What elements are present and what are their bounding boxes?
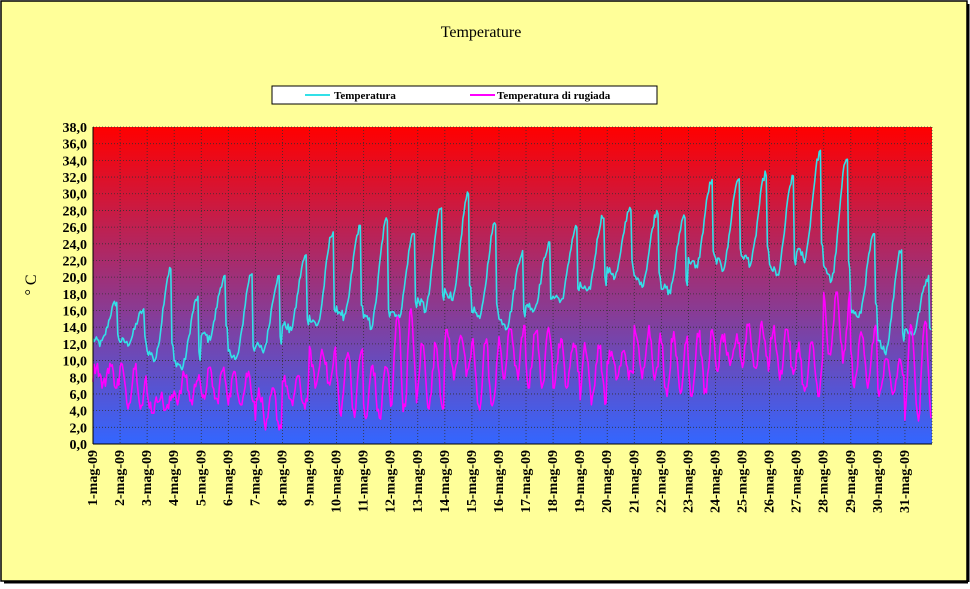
legend-label-temperatura: Temperatura [334,90,396,102]
x-tick-label: 3-mag-09 [140,450,155,506]
x-axis-tick-labels: 1-mag-09 2-mag-09 3-mag-09 4-mag-09 5-mag-09… [86,450,913,513]
x-tick-label: 24-mag-09 [708,450,723,513]
series-line-temperatura [92,149,932,371]
series-line-temperatura-di-rugiada [92,291,932,431]
x-tick-label: 2-mag-09 [113,450,128,506]
x-tick-label: 18-mag-09 [546,450,561,513]
x-tick-label: 22-mag-09 [654,450,669,513]
x-tick-label: 21-mag-09 [627,450,642,513]
y-tick-label: 10,0 [63,355,88,370]
x-tick-label: 16-mag-09 [492,450,507,513]
y-tick-label: 32,0 [63,171,88,186]
x-tick-label: 10-mag-09 [330,450,345,513]
x-tick-label: 6-mag-09 [221,450,236,506]
y-tick-label: 34,0 [63,154,88,169]
x-tick-label: 20-mag-09 [600,450,615,513]
y-tick-label: 20,0 [63,271,88,286]
x-tick-label: 9-mag-09 [303,450,318,506]
x-tick-label: 5-mag-09 [194,450,209,506]
x-tick-label: 23-mag-09 [681,450,696,513]
x-tick-label: 12-mag-09 [384,450,399,513]
legend: Temperatura Temperatura di rugiada [271,85,658,105]
y-tick-label: 28,0 [63,204,88,219]
y-tick-label: 30,0 [63,188,88,203]
x-tick-label: 17-mag-09 [519,450,534,513]
x-tick-label: 25-mag-09 [736,450,751,513]
y-tick-label: 26,0 [63,221,88,236]
x-tick-label: 29-mag-09 [844,450,859,513]
y-tick-label: 12,0 [63,338,88,353]
x-tick-label: 1-mag-09 [86,450,101,506]
y-tick-label: 6,0 [70,388,88,403]
x-tick-label: 19-mag-09 [573,450,588,513]
x-tick-label: 11-mag-09 [357,450,372,512]
y-tick-label: 0,0 [70,438,88,453]
y-axis-tick-labels: 0,0 2,04,0 6,0 8,010,0 12,0 14,016,0 18,0 20,0 2… [63,121,88,453]
y-tick-label: 4,0 [70,405,88,420]
x-tick-label: 31-mag-09 [898,450,913,513]
y-tick-label: 14,0 [63,321,88,336]
x-tick-label: 8-mag-09 [275,450,290,506]
chart-title: Temperature [441,24,522,41]
legend-box [271,85,658,105]
x-tick-label: 14-mag-09 [438,450,453,513]
y-tick-label: 16,0 [63,305,88,320]
y-tick-label: 36,0 [63,138,88,153]
y-axis-title: ° C [23,274,40,295]
legend-label-rugiada: Temperatura di rugiada [497,90,611,102]
y-tick-label: 2,0 [70,421,88,436]
x-tick-label: 27-mag-09 [790,450,805,513]
x-tick-label: 7-mag-09 [248,450,263,506]
series-group [92,149,932,431]
x-tick-label: 4-mag-09 [167,450,182,506]
x-tick-label: 13-mag-09 [411,450,426,513]
x-tick-label: 26-mag-09 [763,450,778,513]
y-tick-label: 8,0 [70,371,88,386]
y-tick-label: 18,0 [63,288,88,303]
x-tick-label: 30-mag-09 [871,450,886,513]
x-tick-label: 15-mag-09 [465,450,480,513]
y-tick-label: 38,0 [63,121,88,136]
horizontal-gridlines [93,126,932,428]
y-tick-label: 24,0 [63,238,88,253]
x-tick-label: 28-mag-09 [817,450,832,513]
y-tick-label: 22,0 [63,254,88,269]
